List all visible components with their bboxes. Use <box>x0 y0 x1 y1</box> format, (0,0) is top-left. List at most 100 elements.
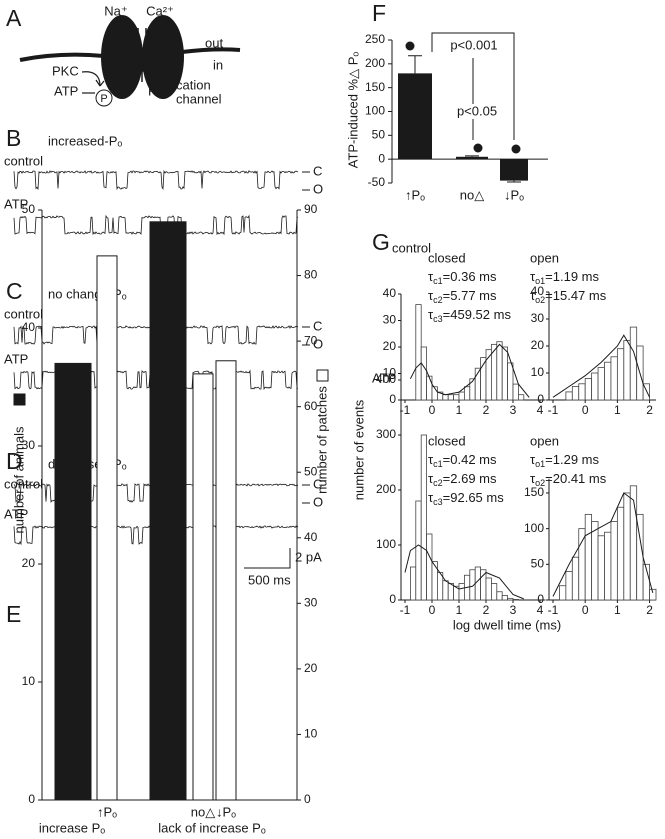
y-tick-label: 10 <box>22 674 36 688</box>
histogram-bar <box>447 583 455 601</box>
histogram-bar <box>415 304 422 401</box>
condition-label: control <box>4 476 43 491</box>
membrane <box>181 47 241 54</box>
histogram-bar <box>591 372 599 401</box>
histogram-bar <box>629 485 638 601</box>
y-tick-label: 10 <box>531 365 545 379</box>
y-tick-label: 200 <box>376 482 396 496</box>
histogram-bar <box>565 571 573 601</box>
histogram-bar <box>507 597 514 601</box>
y-tick-label: 20 <box>22 556 36 570</box>
fit-curve <box>409 343 530 398</box>
error-bar <box>465 155 479 157</box>
histogram-bar <box>490 583 498 601</box>
x-tick-label: no△ <box>460 187 484 202</box>
y2-tick-label: 60 <box>304 399 318 413</box>
channel-label: cation <box>176 77 211 92</box>
x-tick-label: 2 <box>483 603 490 617</box>
condition-label: ATP <box>4 196 28 211</box>
histogram-bar <box>565 391 573 401</box>
histogram-bar <box>610 356 618 401</box>
scale-bar: 2 pA 500 ms <box>244 548 322 587</box>
x-tick-label: 3 <box>510 403 517 417</box>
side-label: out <box>205 35 223 50</box>
y2-tick-label: 30 <box>304 596 318 610</box>
histogram-bar <box>604 361 612 401</box>
histogram-bar <box>571 386 580 401</box>
x-tick-label: 0 <box>429 603 436 617</box>
y-tick-label: 20 <box>531 338 545 352</box>
histogram-bar <box>584 377 593 401</box>
histogram-bar <box>463 386 471 401</box>
bar <box>215 360 237 801</box>
x-tick-label: 1 <box>456 403 463 417</box>
label-bg <box>452 104 502 119</box>
level-label: C <box>313 318 322 333</box>
bar <box>192 373 214 801</box>
scale-label: 2 pA <box>295 549 322 564</box>
x-tick-label: 4 <box>537 403 544 417</box>
bar <box>500 159 528 181</box>
hist-title: open <box>530 433 559 448</box>
x-tick-label: -1 <box>400 403 411 417</box>
ion-label: K⁺ <box>148 83 164 98</box>
panel-letter: C <box>6 278 23 304</box>
histogram-bar <box>485 577 492 601</box>
bar <box>54 362 92 801</box>
group-label: lack of increase Pₒ <box>158 820 266 835</box>
histogram-bar <box>426 533 433 601</box>
time-constant: τc1=0.42 ms <box>428 452 497 469</box>
y-tick-label: 40 <box>531 284 545 298</box>
x-tick-label: -1 <box>400 603 411 617</box>
x-tick-label: 0 <box>582 603 589 617</box>
panel-letter: E <box>6 601 21 627</box>
error-bar <box>507 180 521 183</box>
time-constant: τc3=92.65 ms <box>428 490 504 507</box>
significance-bracket <box>431 32 515 140</box>
arrow <box>81 71 105 87</box>
x-tick-label: 1 <box>614 403 621 417</box>
histogram-bar <box>458 391 465 401</box>
panel-a: A Na⁺ Ca²⁺ K⁺ out in cation channel PKC … <box>6 3 241 107</box>
arrow <box>136 62 148 82</box>
time-constant: τo2=20.41 ms <box>530 471 607 488</box>
hist-title: open <box>530 250 559 265</box>
histogram-bar <box>512 383 519 401</box>
condition-label: control <box>4 306 43 321</box>
p-value: p<0.05 <box>457 103 497 118</box>
histogram-bar <box>507 362 514 401</box>
histogram-bar <box>458 583 465 601</box>
y-tick-label: 100 <box>365 104 385 118</box>
condition-label: ATP <box>4 506 28 521</box>
histogram-bar <box>442 580 449 601</box>
channel-label: channel <box>176 91 222 106</box>
y-tick-label: 250 <box>365 32 385 46</box>
y2-tick-label: 50 <box>304 464 318 478</box>
y-tick-label: 150 <box>365 80 385 94</box>
y-tick-label: 0 <box>537 592 544 606</box>
level-label: O <box>313 181 323 196</box>
condition-label: ATP <box>372 370 396 385</box>
panel-letter: A <box>6 5 22 31</box>
histogram-bar <box>415 500 422 601</box>
error-bar <box>408 55 422 74</box>
channel-subunit <box>101 15 143 99</box>
y-tick-label: 400 <box>376 372 396 386</box>
phospho-site <box>95 89 113 107</box>
condition-label: control <box>4 153 43 168</box>
histogram-bar <box>480 569 487 601</box>
y-tick-label: 0 <box>537 392 544 406</box>
histogram-bar <box>453 394 460 401</box>
legend-swatch <box>13 393 26 406</box>
x-tick-label: -1 <box>548 603 559 617</box>
time-constant: τc2=5.77 ms <box>428 288 497 305</box>
y-tick-label: 30 <box>22 438 36 452</box>
histogram-bar <box>591 521 599 601</box>
histogram-bar <box>501 346 509 401</box>
fit-curve <box>552 492 654 597</box>
time-constant: τo1=1.29 ms <box>530 452 599 469</box>
histogram-bar <box>496 591 503 601</box>
histogram-bar <box>426 375 433 401</box>
y-tick-label: 30 <box>531 311 545 325</box>
